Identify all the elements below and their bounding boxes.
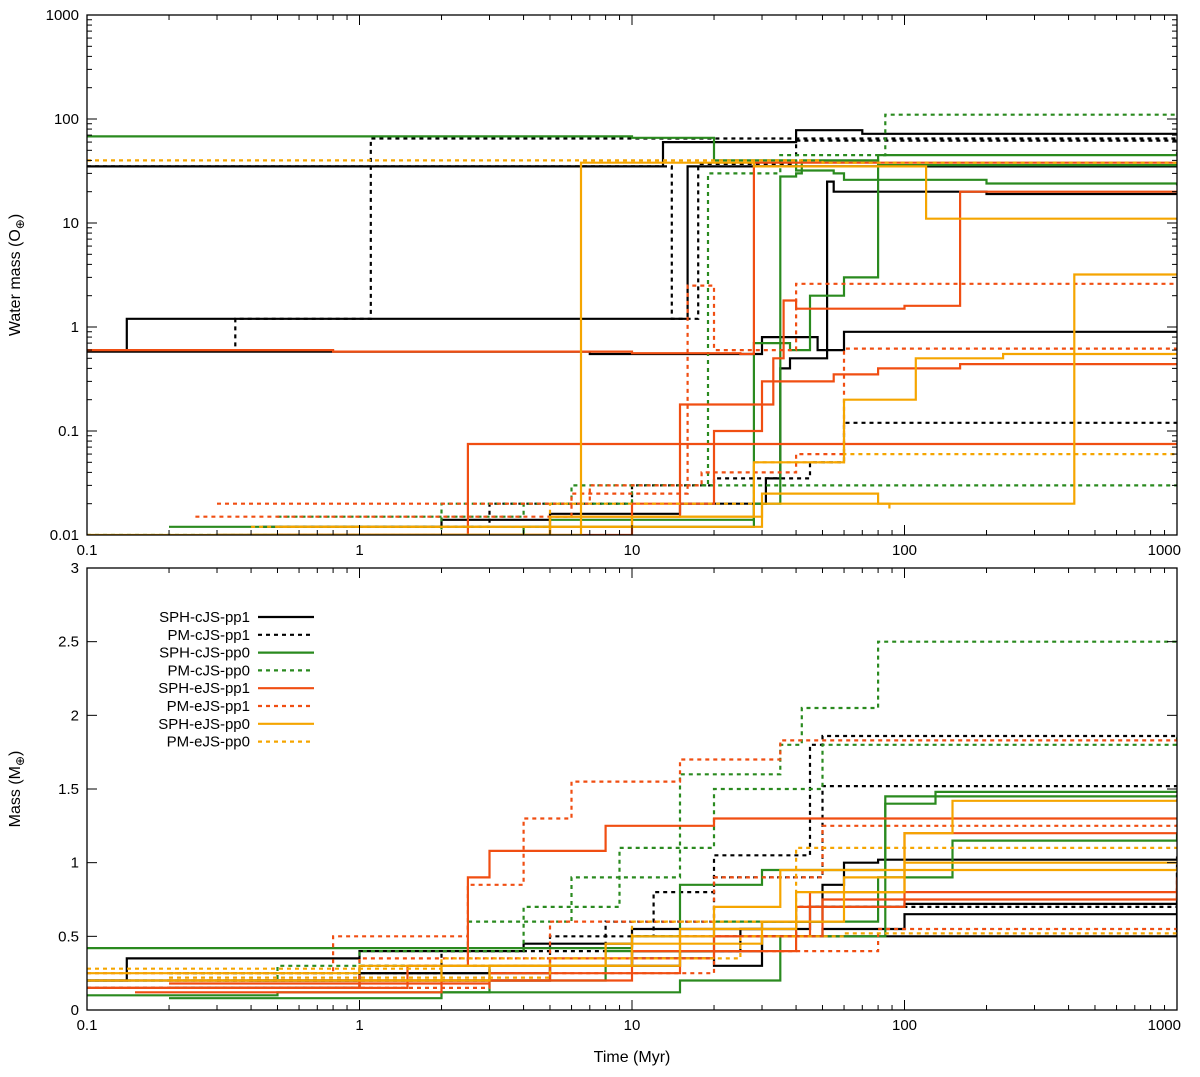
y-tick-label: 1 (71, 855, 79, 872)
mass-series-line (87, 734, 1177, 989)
x-tick-label: 10 (624, 542, 641, 559)
water-mass-series-line (87, 113, 1177, 535)
water-mass-series-line (217, 442, 1177, 535)
mass-series-line (87, 739, 1177, 975)
water-mass-series-line (169, 152, 1177, 528)
water-mass-series-line (195, 282, 1177, 518)
x-tick-label: 100 (892, 1017, 917, 1034)
water-mass-series-line (217, 347, 1177, 505)
mass-series-line (169, 737, 1177, 975)
y-tick-label: 1 (71, 319, 79, 336)
y-tick-label: 0.01 (50, 527, 79, 544)
mass-series-line (169, 867, 1177, 982)
water-mass-series-line (87, 161, 1177, 356)
water-mass-plot-frame (86, 14, 1178, 536)
legend-label: PM-cJS-pp1 (167, 627, 250, 644)
y-tick-label: 2.5 (58, 634, 79, 651)
legend-label: SPH-eJS-pp1 (158, 680, 250, 697)
x-tick-label: 0.1 (77, 542, 98, 559)
y-tick-label: 2 (71, 707, 79, 724)
x-axis-label: Time (Myr) (594, 1049, 671, 1066)
legend-label: PM-cJS-pp0 (167, 662, 250, 679)
y-tick-label: 1.5 (58, 781, 79, 798)
legend-label: SPH-cJS-pp1 (159, 609, 250, 626)
y-axis-label: Water mass (O⊕) (7, 214, 27, 336)
mass-series-group (87, 640, 1177, 1000)
x-tick-label: 0.1 (77, 1017, 98, 1034)
x-tick-label: 100 (892, 542, 917, 559)
legend-label: PM-eJS-pp0 (167, 734, 250, 751)
water-mass-series-line (251, 453, 1177, 528)
x-tick-label: 1000 (1148, 1017, 1181, 1034)
y-tick-label: 0.1 (58, 423, 79, 440)
water-mass-series-line (251, 273, 1177, 535)
mass-series-line (87, 846, 1177, 970)
y-tick-label: 0 (71, 1002, 79, 1019)
water-mass-series-line (87, 135, 1177, 186)
mass-panel: 0.1 1 10 100 1000 0 0.5 1 1.5 2 2.5 3 Mass (M⊕) Time … (7, 560, 1181, 1066)
water-mass-series-line (87, 139, 1177, 320)
water-mass-series-group (87, 113, 1177, 535)
legend-label: PM-eJS-pp1 (167, 698, 250, 715)
water-mass-series-line (277, 421, 1177, 528)
y-tick-label: 3 (71, 560, 79, 577)
water-mass-series-line (277, 484, 1177, 518)
legend-label: SPH-eJS-pp0 (158, 716, 250, 733)
x-tick-label: 10 (624, 1017, 641, 1034)
water-mass-series-line (87, 159, 1177, 164)
water-mass-series-line (87, 165, 1177, 352)
mass-series-line (217, 853, 1177, 982)
mass-series-line (169, 877, 1177, 985)
legend-label: SPH-cJS-pp0 (159, 645, 250, 662)
y-tick-label: 10 (62, 215, 79, 232)
y-tick-label: 0.5 (58, 928, 79, 945)
x-tick-label: 1 (355, 1017, 363, 1034)
mass-series-line (169, 794, 1177, 1000)
mass-series-line (169, 932, 1177, 979)
x-tick-label: 1 (355, 542, 363, 559)
mass-series-line (169, 785, 1177, 975)
y-tick-label: 1000 (46, 7, 79, 24)
legend: SPH-cJS-pp1PM-cJS-pp1SPH-cJS-pp0PM-cJS-p… (158, 609, 314, 751)
y-axis-label: Mass (M⊕) (7, 751, 27, 828)
water-mass-series-line (87, 330, 1177, 356)
water-mass-series-line (87, 161, 1177, 535)
water-mass-series-line (277, 363, 1177, 535)
x-tick-label: 1000 (1148, 542, 1181, 559)
water-mass-series-line (277, 502, 891, 528)
y-tick-label: 100 (54, 111, 79, 128)
